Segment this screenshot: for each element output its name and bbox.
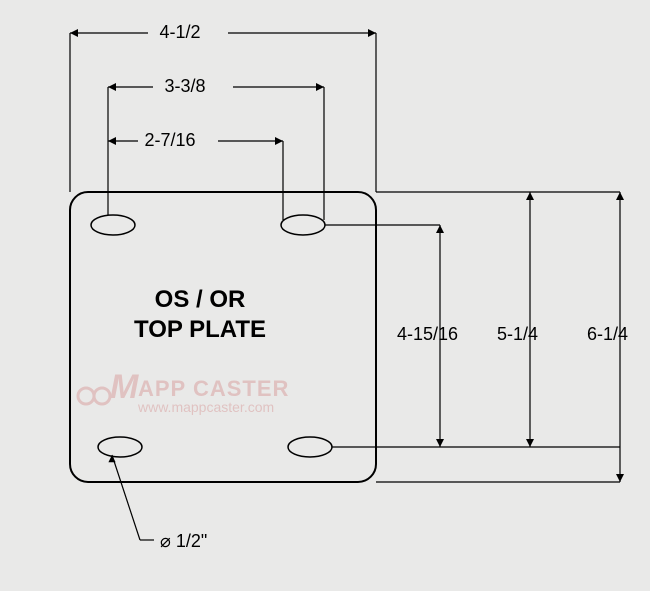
- engineering-drawing: MAPP CASTERwww.mappcaster.com OS / OR TOP …: [0, 0, 650, 591]
- watermark-url: www.mappcaster.com: [137, 399, 274, 415]
- mounting-slot-2: [98, 437, 142, 457]
- dim-label-v-2: 6-1/4: [587, 324, 628, 344]
- mounting-slot-1: [281, 215, 325, 235]
- mounting-slot-0: [91, 215, 135, 235]
- dim-label-v-1: 5-1/4: [497, 324, 538, 344]
- watermark: MAPP CASTERwww.mappcaster.com: [78, 368, 289, 415]
- dim-label-v-0: 4-15/16: [397, 324, 458, 344]
- diameter-label: ⌀ 1/2": [160, 531, 207, 551]
- diameter-leader: [112, 455, 140, 540]
- dim-label-h-1: 3-3/8: [164, 76, 205, 96]
- mounting-slot-3: [288, 437, 332, 457]
- plate-title-line2: TOP PLATE: [134, 316, 266, 343]
- dim-label-h-0: 4-1/2: [159, 22, 200, 42]
- plate-title-line1: OS / OR: [155, 286, 246, 313]
- watermark-brand: APP CASTER: [138, 376, 289, 401]
- watermark-m: M: [110, 368, 139, 406]
- dim-label-h-2: 2-7/16: [144, 130, 195, 150]
